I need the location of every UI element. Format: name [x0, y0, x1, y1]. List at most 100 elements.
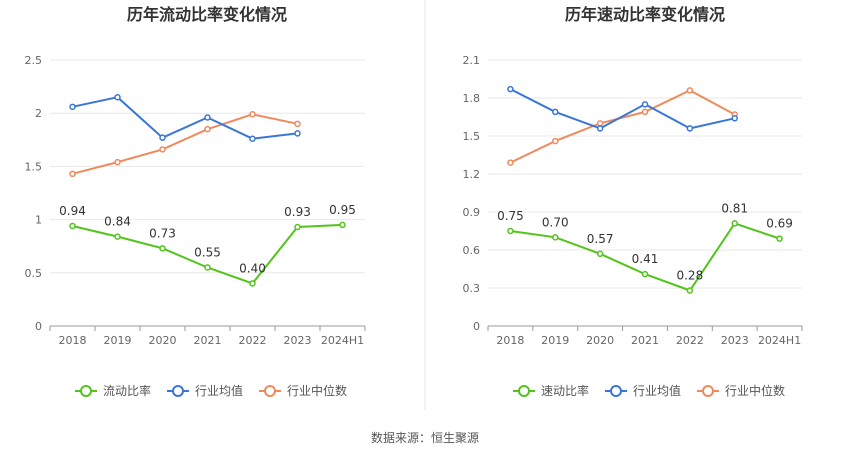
- legend-label: 行业均值: [195, 383, 243, 398]
- data-point: [641, 270, 649, 278]
- data-point: [686, 125, 694, 132]
- data-point: [552, 234, 559, 241]
- y-tick-label: 2: [35, 107, 42, 120]
- data-label: 0.75: [497, 209, 524, 223]
- y-tick-label: 0: [35, 320, 42, 333]
- data-label: 0.57: [587, 232, 614, 246]
- x-tick-label: 2021: [194, 334, 222, 347]
- x-tick-label: 2018: [496, 334, 524, 347]
- legend-marker: [80, 385, 92, 397]
- data-point: [114, 233, 121, 240]
- data-label: 0.73: [149, 226, 176, 240]
- legend-marker: [610, 385, 622, 397]
- data-point: [596, 125, 604, 132]
- y-tick-label: 0.6: [463, 244, 481, 257]
- data-point: [294, 223, 301, 231]
- source-text: 数据来源：恒生聚源: [371, 430, 479, 445]
- data-point: [204, 264, 211, 271]
- data-point: [507, 227, 514, 235]
- data-point: [204, 114, 211, 121]
- data-point: [69, 170, 76, 178]
- y-tick-label: 1.5: [25, 160, 43, 173]
- x-tick-label: 2019: [541, 334, 569, 347]
- data-point: [731, 220, 738, 227]
- data-point: [507, 159, 514, 166]
- legend-label: 流动比率: [103, 383, 151, 398]
- data-point: [114, 158, 121, 166]
- x-tick-label: 2019: [104, 334, 132, 347]
- data-point: [596, 250, 604, 258]
- y-tick-label: 0.3: [463, 282, 481, 295]
- y-tick-label: 2.5: [25, 54, 43, 67]
- data-point: [69, 222, 76, 230]
- data-label: 0.55: [194, 245, 221, 259]
- data-label: 0.28: [676, 269, 703, 283]
- y-tick-label: 1: [35, 214, 42, 227]
- chart-title: 历年速动比率变化情况: [565, 5, 725, 24]
- x-tick-label: 2022: [239, 334, 267, 347]
- data-point: [114, 93, 121, 101]
- data-point: [596, 120, 604, 127]
- data-point: [249, 111, 256, 118]
- series-line-2: [509, 89, 736, 164]
- data-label: 0.95: [329, 203, 356, 217]
- data-label: 0.81: [721, 201, 748, 215]
- series-line-1: [509, 88, 735, 130]
- x-tick-label: 2023: [284, 334, 312, 347]
- x-tick-label: 2024H1: [758, 334, 801, 347]
- data-label: 0.70: [542, 215, 569, 229]
- legend-label: 行业中位数: [725, 383, 785, 398]
- x-tick-label: 2020: [149, 334, 177, 347]
- x-tick-label: 2022: [676, 334, 704, 347]
- data-point: [686, 87, 694, 94]
- data-point: [731, 115, 738, 122]
- data-point: [159, 146, 166, 153]
- x-tick-label: 2018: [59, 334, 87, 347]
- legend-label: 行业均值: [633, 383, 681, 398]
- legend-marker: [518, 385, 530, 397]
- data-point: [69, 103, 76, 111]
- y-tick-label: 1.5: [463, 130, 481, 143]
- data-point: [159, 245, 166, 252]
- data-label: 0.93: [284, 205, 311, 219]
- legend-marker: [172, 385, 184, 397]
- y-tick-label: 1.8: [463, 92, 481, 105]
- y-tick-label: 1.2: [463, 168, 481, 181]
- x-tick-label: 2024H1: [321, 334, 364, 347]
- y-tick-label: 0.5: [25, 267, 43, 280]
- y-tick-label: 0.9: [463, 206, 481, 219]
- legend-marker: [264, 385, 276, 397]
- data-point: [686, 287, 694, 294]
- data-point: [776, 235, 783, 242]
- data-label: 0.40: [239, 261, 266, 275]
- data-point: [507, 85, 514, 93]
- series-line-1: [72, 96, 298, 140]
- data-point: [552, 137, 559, 145]
- chart-title: 历年流动比率变化情况: [127, 5, 287, 24]
- y-tick-label: 2.1: [463, 54, 481, 67]
- data-label: 0.69: [766, 217, 793, 231]
- legend-label: 行业中位数: [287, 383, 347, 398]
- x-tick-label: 2020: [586, 334, 614, 347]
- data-point: [294, 120, 301, 128]
- data-label: 0.41: [632, 252, 659, 266]
- data-point: [641, 101, 649, 108]
- x-tick-label: 2021: [631, 334, 659, 347]
- data-point: [641, 108, 649, 116]
- series-line-2: [72, 113, 298, 175]
- data-point: [294, 130, 301, 137]
- data-point: [552, 108, 559, 116]
- data-point: [249, 280, 256, 287]
- data-point: [204, 125, 211, 133]
- y-tick-label: 0: [473, 320, 480, 333]
- data-label: 0.94: [59, 204, 86, 218]
- legend-label: 速动比率: [541, 383, 589, 398]
- legend-marker: [702, 385, 714, 397]
- x-tick-label: 2023: [721, 334, 749, 347]
- data-point: [159, 134, 166, 141]
- data-point: [249, 135, 256, 142]
- data-label: 0.84: [104, 215, 131, 229]
- data-point: [339, 221, 346, 229]
